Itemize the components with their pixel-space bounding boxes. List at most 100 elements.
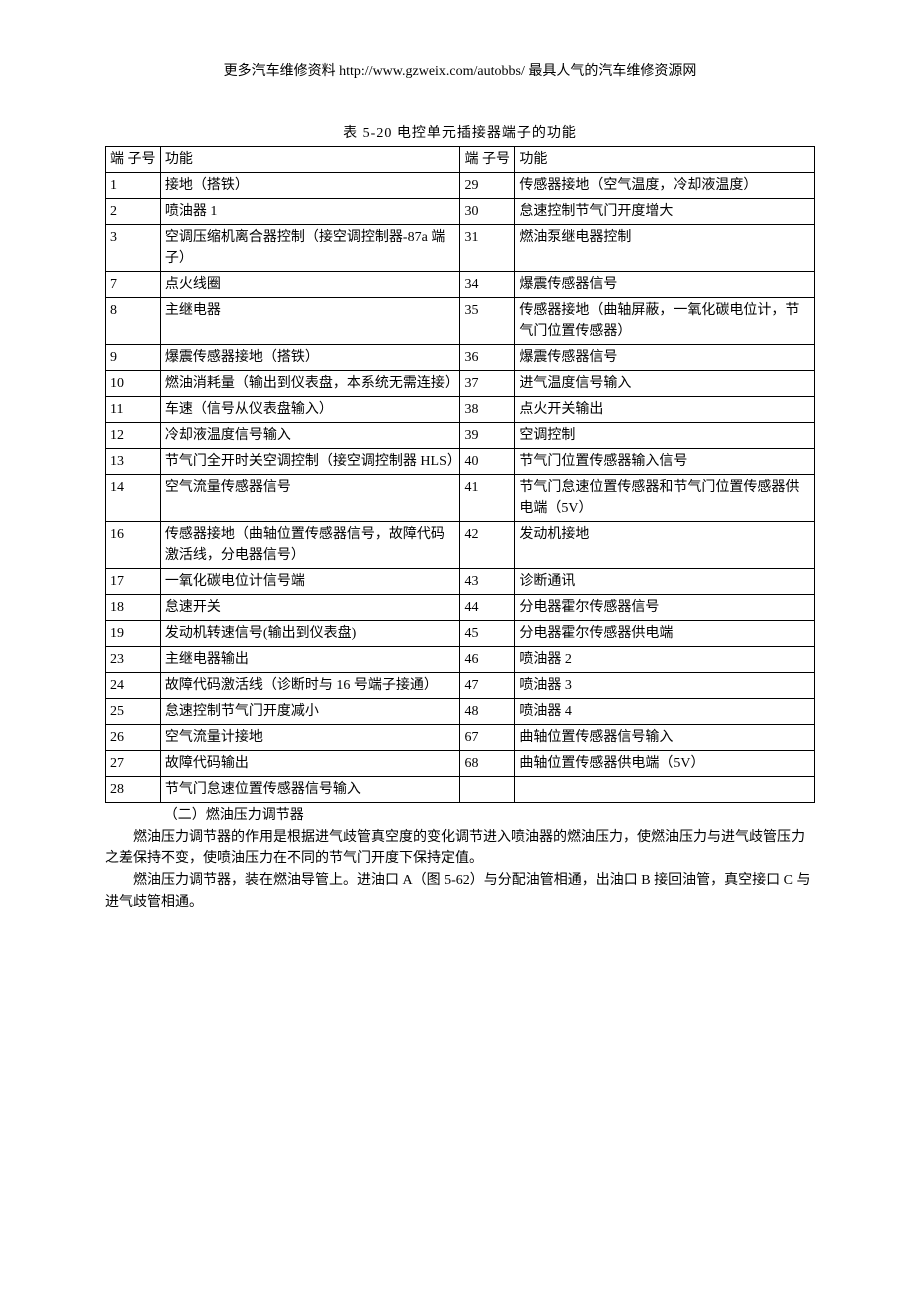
table-row: 1接地（搭铁）29传感器接地（空气温度，冷却液温度）	[106, 173, 815, 199]
table-row: 13节气门全开时关空调控制（接空调控制器 HLS）40节气门位置传感器输入信号	[106, 449, 815, 475]
table-row: 28节气门怠速位置传感器信号输入	[106, 777, 815, 803]
function-cell: 喷油器 4	[515, 699, 815, 725]
table-row: 27故障代码输出68曲轴位置传感器供电端（5V）	[106, 751, 815, 777]
function-cell: 曲轴位置传感器供电端（5V）	[515, 751, 815, 777]
function-cell: 节气门怠速位置传感器和节气门位置传感器供电端（5V）	[515, 475, 815, 522]
function-cell: 发动机转速信号(输出到仪表盘)	[160, 621, 460, 647]
function-cell: 故障代码激活线（诊断时与 16 号端子接通）	[160, 673, 460, 699]
function-cell: 分电器霍尔传感器信号	[515, 595, 815, 621]
function-cell: 点火线圈	[160, 272, 460, 298]
function-cell: 喷油器 1	[160, 199, 460, 225]
terminal-number-cell: 48	[460, 699, 515, 725]
table-row: 26空气流量计接地67曲轴位置传感器信号输入	[106, 725, 815, 751]
terminal-number-cell: 34	[460, 272, 515, 298]
body-paragraph: 燃油压力调节器的作用是根据进气歧管真空度的变化调节进入喷油器的燃油压力，使燃油压…	[105, 827, 815, 870]
terminal-number-cell: 7	[106, 272, 161, 298]
col-header-terminal: 端 子号	[106, 147, 161, 173]
function-cell: 怠速控制节气门开度减小	[160, 699, 460, 725]
function-cell: 传感器接地（曲轴屏蔽，一氧化碳电位计，节气门位置传感器）	[515, 298, 815, 345]
function-cell: 发动机接地	[515, 522, 815, 569]
table-row: 19发动机转速信号(输出到仪表盘)45分电器霍尔传感器供电端	[106, 621, 815, 647]
terminal-number-cell: 27	[106, 751, 161, 777]
body-text: （二）燃油压力调节器 燃油压力调节器的作用是根据进气歧管真空度的变化调节进入喷油…	[105, 805, 815, 913]
terminal-number-cell: 68	[460, 751, 515, 777]
terminal-number-cell: 40	[460, 449, 515, 475]
function-cell: 喷油器 3	[515, 673, 815, 699]
terminal-number-cell: 44	[460, 595, 515, 621]
terminal-number-cell: 46	[460, 647, 515, 673]
col-header-function: 功能	[515, 147, 815, 173]
function-cell	[515, 777, 815, 803]
terminal-number-cell: 30	[460, 199, 515, 225]
terminal-number-cell: 38	[460, 397, 515, 423]
function-cell: 传感器接地（空气温度，冷却液温度）	[515, 173, 815, 199]
col-header-function: 功能	[160, 147, 460, 173]
function-cell: 燃油消耗量（输出到仪表盘，本系统无需连接）	[160, 371, 460, 397]
terminal-number-cell: 25	[106, 699, 161, 725]
terminal-number-cell: 67	[460, 725, 515, 751]
function-cell: 曲轴位置传感器信号输入	[515, 725, 815, 751]
function-cell: 空调压缩机离合器控制（接空调控制器-87a 端子）	[160, 225, 460, 272]
function-cell: 故障代码输出	[160, 751, 460, 777]
function-cell: 燃油泵继电器控制	[515, 225, 815, 272]
table-row: 11车速（信号从仪表盘输入）38点火开关输出	[106, 397, 815, 423]
table-row: 12冷却液温度信号输入39空调控制	[106, 423, 815, 449]
terminal-number-cell: 17	[106, 569, 161, 595]
terminal-number-cell: 18	[106, 595, 161, 621]
terminal-number-cell: 2	[106, 199, 161, 225]
terminal-number-cell: 19	[106, 621, 161, 647]
function-cell: 空气流量计接地	[160, 725, 460, 751]
function-cell: 节气门怠速位置传感器信号输入	[160, 777, 460, 803]
col-header-terminal: 端 子号	[460, 147, 515, 173]
function-cell: 怠速开关	[160, 595, 460, 621]
terminal-number-cell: 8	[106, 298, 161, 345]
terminal-number-cell: 13	[106, 449, 161, 475]
table-row: 3空调压缩机离合器控制（接空调控制器-87a 端子）31燃油泵继电器控制	[106, 225, 815, 272]
terminal-number-cell: 41	[460, 475, 515, 522]
terminal-number-cell: 3	[106, 225, 161, 272]
terminal-number-cell: 47	[460, 673, 515, 699]
function-cell: 节气门位置传感器输入信号	[515, 449, 815, 475]
page-header: 更多汽车维修资料 http://www.gzweix.com/autobbs/ …	[105, 60, 815, 80]
terminal-number-cell: 10	[106, 371, 161, 397]
terminal-number-cell: 35	[460, 298, 515, 345]
terminal-number-cell: 16	[106, 522, 161, 569]
function-cell: 分电器霍尔传感器供电端	[515, 621, 815, 647]
document-page: 更多汽车维修资料 http://www.gzweix.com/autobbs/ …	[0, 0, 920, 993]
function-cell: 一氧化碳电位计信号端	[160, 569, 460, 595]
terminal-number-cell: 12	[106, 423, 161, 449]
terminal-number-cell	[460, 777, 515, 803]
function-cell: 诊断通讯	[515, 569, 815, 595]
function-cell: 点火开关输出	[515, 397, 815, 423]
function-cell: 怠速控制节气门开度增大	[515, 199, 815, 225]
function-cell: 爆震传感器接地（搭铁）	[160, 345, 460, 371]
table-row: 16传感器接地（曲轴位置传感器信号，故障代码激活线，分电器信号）42发动机接地	[106, 522, 815, 569]
ecu-terminal-table: 端 子号功能端 子号功能1接地（搭铁）29传感器接地（空气温度，冷却液温度）2喷…	[105, 146, 815, 803]
terminal-number-cell: 39	[460, 423, 515, 449]
function-cell: 车速（信号从仪表盘输入）	[160, 397, 460, 423]
table-row: 24故障代码激活线（诊断时与 16 号端子接通）47喷油器 3	[106, 673, 815, 699]
table-header-row: 端 子号功能端 子号功能	[106, 147, 815, 173]
terminal-number-cell: 31	[460, 225, 515, 272]
table-caption: 表 5-20 电控单元插接器端子的功能	[105, 122, 815, 142]
function-cell: 空调控制	[515, 423, 815, 449]
table-row: 25怠速控制节气门开度减小48喷油器 4	[106, 699, 815, 725]
table-row: 10燃油消耗量（输出到仪表盘，本系统无需连接）37进气温度信号输入	[106, 371, 815, 397]
function-cell: 进气温度信号输入	[515, 371, 815, 397]
terminal-number-cell: 45	[460, 621, 515, 647]
function-cell: 喷油器 2	[515, 647, 815, 673]
table-row: 14空气流量传感器信号41节气门怠速位置传感器和节气门位置传感器供电端（5V）	[106, 475, 815, 522]
function-cell: 空气流量传感器信号	[160, 475, 460, 522]
terminal-number-cell: 29	[460, 173, 515, 199]
section-heading: （二）燃油压力调节器	[105, 805, 815, 827]
function-cell: 传感器接地（曲轴位置传感器信号，故障代码激活线，分电器信号）	[160, 522, 460, 569]
table-row: 2喷油器 130怠速控制节气门开度增大	[106, 199, 815, 225]
terminal-number-cell: 9	[106, 345, 161, 371]
table-row: 7点火线圈34爆震传感器信号	[106, 272, 815, 298]
terminal-number-cell: 1	[106, 173, 161, 199]
terminal-number-cell: 23	[106, 647, 161, 673]
table-row: 9爆震传感器接地（搭铁）36爆震传感器信号	[106, 345, 815, 371]
table-row: 23主继电器输出46喷油器 2	[106, 647, 815, 673]
body-paragraph: 燃油压力调节器，装在燃油导管上。进油口 A（图 5-62）与分配油管相通，出油口…	[105, 870, 815, 913]
terminal-number-cell: 26	[106, 725, 161, 751]
